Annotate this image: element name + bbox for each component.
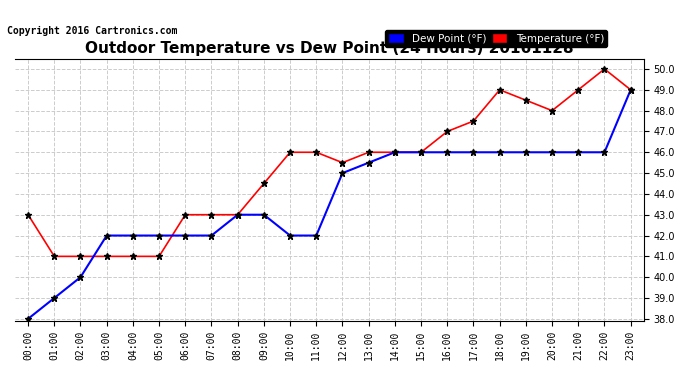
Text: Copyright 2016 Cartronics.com: Copyright 2016 Cartronics.com: [7, 26, 177, 36]
Legend: Dew Point (°F), Temperature (°F): Dew Point (°F), Temperature (°F): [385, 30, 607, 47]
Title: Outdoor Temperature vs Dew Point (24 Hours) 20161128: Outdoor Temperature vs Dew Point (24 Hou…: [85, 41, 573, 56]
